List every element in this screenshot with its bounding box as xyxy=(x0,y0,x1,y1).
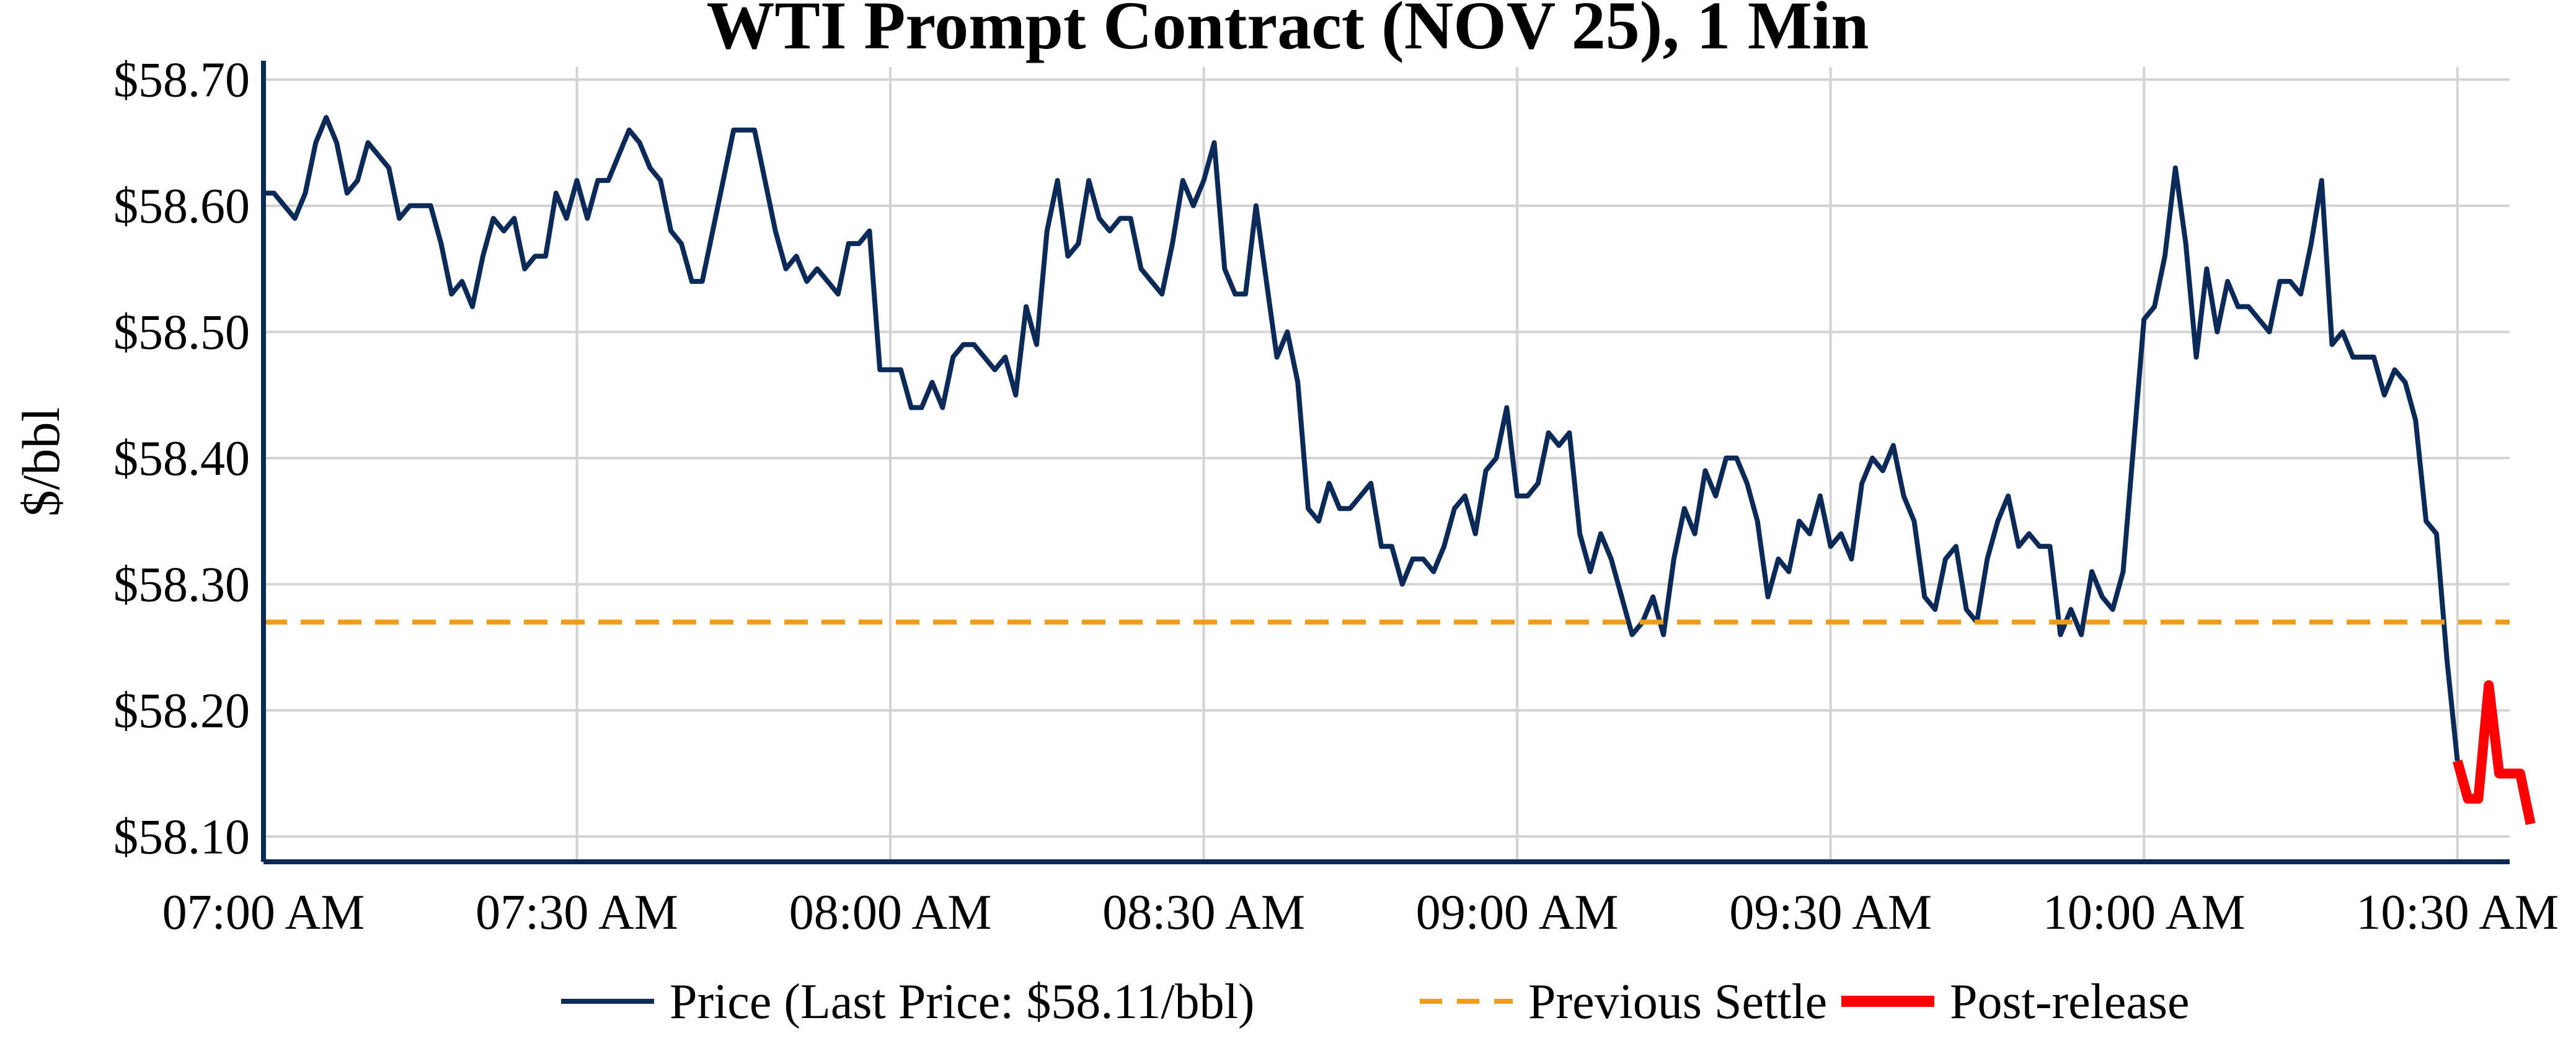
y-tick-label: $58.40 xyxy=(113,432,250,486)
y-axis-label: $/bbl xyxy=(11,407,71,517)
y-tick-labels: $58.10 $58.20 $58.30 $58.40 $58.50 $58.60 $58.… xyxy=(113,53,250,864)
x-tick-label: 07:30 AM xyxy=(476,885,678,940)
x-tick-label: 08:00 AM xyxy=(789,885,992,940)
gridlines xyxy=(262,67,2510,862)
legend: Price (Last Price: $58.11/bbl) Previous S… xyxy=(561,975,2190,1029)
chart-title: WTI Prompt Contract (NOV 25), 1 Min xyxy=(707,0,1869,63)
post-release-line xyxy=(2452,680,2536,825)
legend-post-release-label: Post-release xyxy=(1950,975,2190,1029)
price-line xyxy=(263,115,2460,761)
y-tick-label: $58.60 xyxy=(113,179,250,234)
y-tick-label: $58.10 xyxy=(113,810,250,864)
x-tick-label: 09:00 AM xyxy=(1416,885,1619,940)
x-tick-label: 09:30 AM xyxy=(1729,885,1932,940)
y-tick-label: $58.20 xyxy=(113,684,250,738)
axes xyxy=(261,61,2510,864)
series-lines xyxy=(263,115,2536,825)
y-tick-label: $58.70 xyxy=(113,53,250,107)
y-tick-label: $58.50 xyxy=(113,305,250,360)
x-tick-label: 07:00 AM xyxy=(162,885,365,940)
legend-price-label: Price (Last Price: $58.11/bbl) xyxy=(670,975,1254,1029)
y-tick-label: $58.30 xyxy=(113,557,250,612)
x-tick-labels: 07:00 AM 07:30 AM 08:00 AM 08:30 AM 09:00 AM… xyxy=(162,885,2559,940)
x-tick-label: 08:30 AM xyxy=(1102,885,1305,940)
x-tick-label: 10:30 AM xyxy=(2356,885,2559,940)
legend-previous-settle-label: Previous Settle xyxy=(1528,975,1827,1029)
x-tick-label: 10:00 AM xyxy=(2043,885,2246,940)
